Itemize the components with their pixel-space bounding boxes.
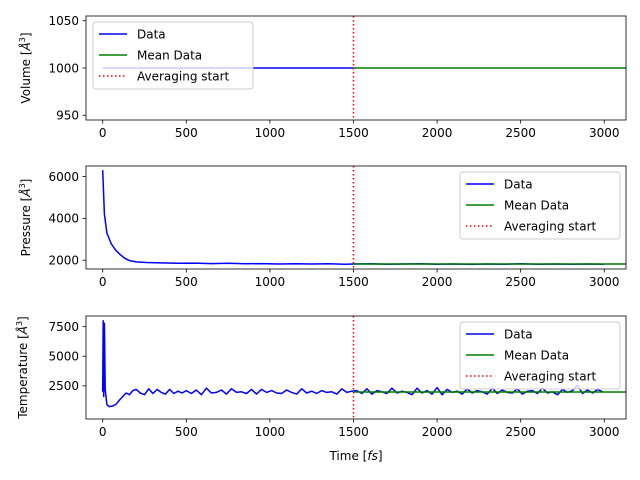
subplot-3: 0 500 1000 1500 2000 2500 3000 2500 5000 7500 Temp…: [15, 315, 627, 463]
legend: Data Mean Data Averaging start: [459, 321, 621, 390]
legend: Data Mean Data Averaging start: [92, 21, 254, 90]
x-tick-label: 2500: [505, 425, 536, 439]
y-tick-label: 7500: [48, 320, 79, 334]
legend-box: [92, 21, 254, 90]
y-tick-label: 1000: [48, 61, 79, 75]
x-tick-label: 0: [99, 126, 107, 140]
legend-label: Mean Data: [504, 198, 569, 212]
data-series-line: [101, 319, 603, 408]
y-axis-label: Temperature [Å3]: [15, 316, 30, 420]
x-tick-label: 1500: [338, 275, 369, 289]
x-tick-label: 500: [175, 425, 198, 439]
x-tick-label: 3000: [589, 275, 620, 289]
x-tick-label: 1500: [338, 425, 369, 439]
legend-label: Averaging start: [137, 69, 230, 83]
legend-label: Averaging start: [504, 219, 597, 233]
legend-label: Data: [504, 327, 533, 341]
y-tick-label: 1050: [48, 14, 79, 28]
x-tick-label: 2000: [422, 425, 453, 439]
x-tick-label: 500: [175, 126, 198, 140]
y-axis-label: Volume [Å3]: [18, 32, 33, 103]
y-tick-label: 950: [56, 109, 79, 123]
subplot-1: 0 500 1000 1500 2000 2500 3000 950 1000 1050 Volum…: [18, 14, 627, 140]
x-tick-label: 2000: [422, 275, 453, 289]
subplot-2: 0 500 1000 1500 2000 2500 3000 2000 4000 6000 Pres…: [18, 165, 627, 289]
legend-label: Averaging start: [504, 369, 597, 383]
legend-label: Mean Data: [504, 348, 569, 362]
x-tick-label: 2500: [505, 126, 536, 140]
x-tick-label: 3000: [589, 126, 620, 140]
x-axis-label: Time [fs]: [328, 449, 382, 463]
y-tick-label: 2000: [48, 254, 79, 268]
x-tick-label: 3000: [589, 425, 620, 439]
legend-label: Data: [504, 177, 533, 191]
x-tick-label: 1000: [255, 425, 286, 439]
y-tick-label: 5000: [48, 350, 79, 364]
plot-area: [101, 316, 626, 419]
legend: Data Mean Data Averaging start: [459, 171, 621, 240]
legend-box: [459, 321, 621, 390]
legend-box: [459, 171, 621, 240]
plot-area: [101, 166, 626, 269]
y-tick-label: 4000: [48, 212, 79, 226]
axes-frame: [85, 165, 627, 270]
legend-label: Mean Data: [137, 48, 202, 62]
y-tick-label: 6000: [48, 170, 79, 184]
x-tick-label: 1000: [255, 126, 286, 140]
axes-frame: [85, 315, 627, 420]
x-tick-label: 1000: [255, 275, 286, 289]
x-tick-label: 0: [99, 425, 107, 439]
y-tick-label: 2500: [48, 379, 79, 393]
x-tick-label: 1500: [338, 126, 369, 140]
legend-label: Data: [137, 27, 166, 41]
y-axis-label: Pressure [Å3]: [18, 179, 33, 257]
x-tick-label: 500: [175, 275, 198, 289]
x-tick-label: 0: [99, 275, 107, 289]
x-tick-label: 2500: [505, 275, 536, 289]
x-tick-label: 2000: [422, 126, 453, 140]
